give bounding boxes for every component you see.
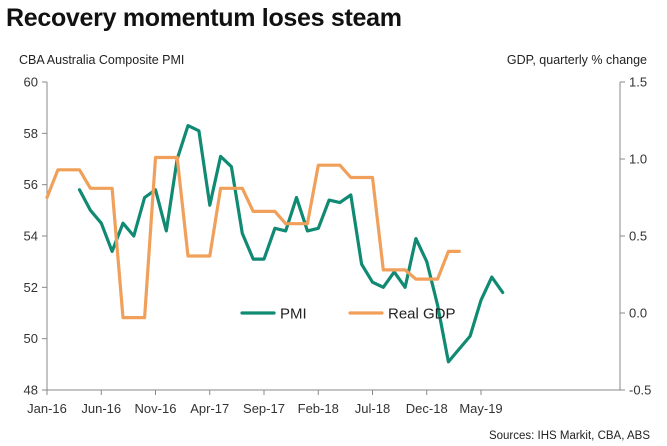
left-tick-label: 54 [24, 229, 38, 244]
legend-real-gdp-label: Real GDP [388, 306, 456, 323]
gdp-series-line [45, 155, 461, 320]
left-tick-label: 58 [24, 126, 38, 141]
right-axis-title: GDP, quarterly % change [506, 53, 647, 67]
right-tick-label: 1.0 [629, 152, 647, 167]
legend-real-gdp: Real GDP [348, 306, 456, 323]
left-tick-label: 60 [24, 75, 38, 90]
x-tick-label: Nov-16 [135, 401, 177, 416]
x-tick-label: Jul-18 [355, 401, 390, 416]
x-tick-label: Sep-17 [243, 401, 285, 416]
left-tick-label: 48 [24, 383, 38, 398]
legend-pmi-label: PMI [280, 306, 307, 323]
left-axis-title: CBA Australia Composite PMI [19, 53, 185, 67]
x-tick-label: Jun-16 [81, 401, 121, 416]
legend-pmi: PMI [240, 306, 307, 323]
right-tick-label: 1.5 [629, 75, 647, 90]
chart-title: Recovery momentum loses steam [6, 4, 402, 32]
right-tick-label: 0.5 [629, 229, 647, 244]
x-tick-label: Apr-17 [190, 401, 229, 416]
right-tick-label: 0.0 [629, 306, 647, 321]
x-tick-label: May-19 [459, 401, 502, 416]
pmi-series-line [77, 123, 505, 364]
left-tick-label: 56 [24, 177, 38, 192]
x-tick-label: Feb-18 [298, 401, 339, 416]
x-tick-label: Dec-18 [406, 401, 448, 416]
left-tick-label: 52 [24, 280, 38, 295]
right-tick-label: -0.5 [629, 383, 651, 398]
left-tick-label: 50 [24, 331, 38, 346]
source-note: Sources: IHS Markit, CBA, ABS [488, 430, 650, 442]
x-tick-label: Jan-16 [27, 401, 67, 416]
